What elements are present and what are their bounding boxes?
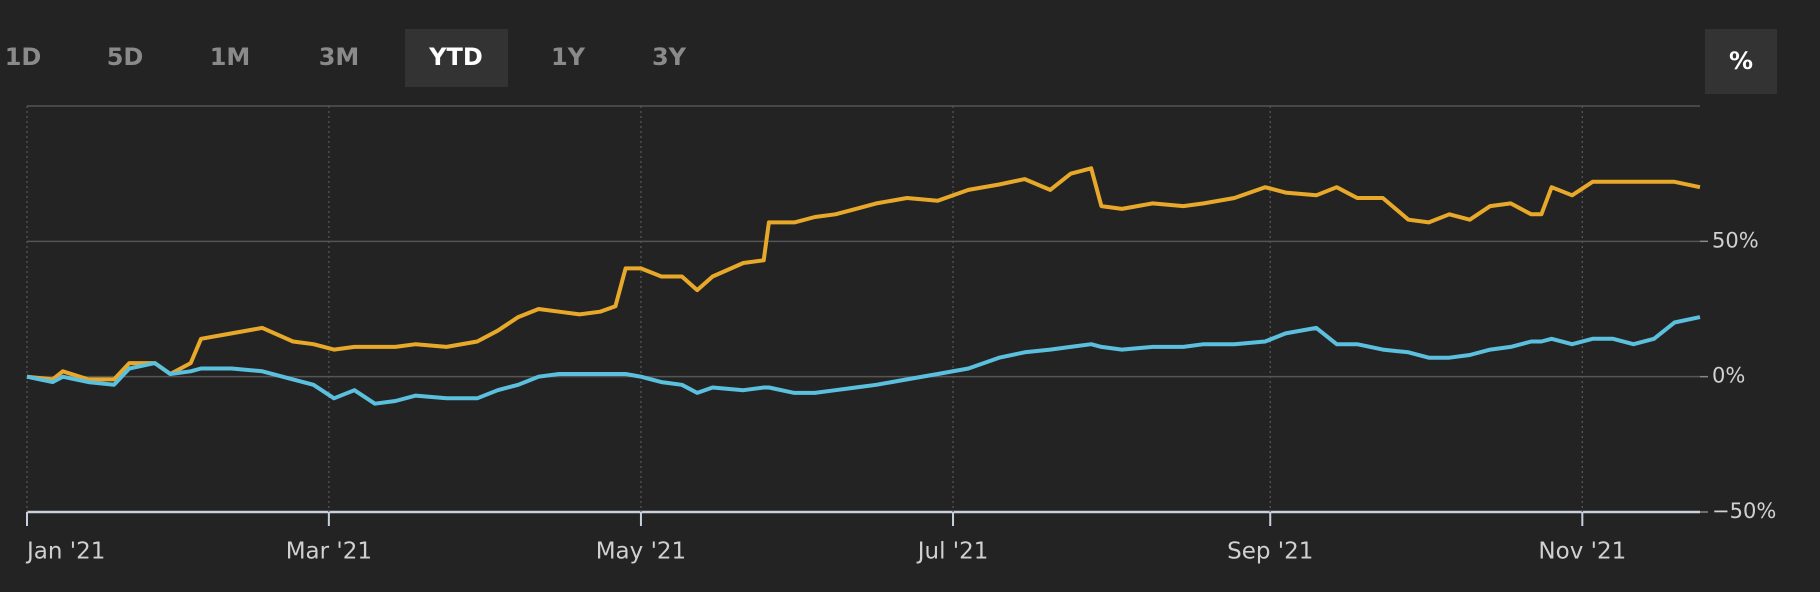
y-tick-label: 50% [1712, 228, 1759, 252]
range-button[interactable]: 1D [5, 43, 42, 71]
y-tick-label: 0% [1712, 364, 1745, 388]
series-line [26, 315, 1701, 406]
x-tick-label: Nov '21 [1538, 539, 1626, 565]
range-button-bg[interactable] [405, 29, 508, 87]
x-tick-label: Sep '21 [1227, 539, 1313, 565]
x-tick-label: Mar '21 [286, 539, 372, 565]
x-tick-label: May '21 [596, 539, 686, 565]
range-button[interactable]: 3M [319, 43, 360, 71]
percent-button-bg[interactable] [1705, 29, 1777, 94]
x-tick-label: Jan '21 [25, 539, 105, 565]
range-button[interactable]: 3Y [652, 43, 687, 71]
series-line [26, 166, 1701, 382]
range-button[interactable]: YTD [428, 43, 483, 71]
x-tick-label: Jul '21 [916, 539, 989, 565]
y-tick-label: −50% [1712, 499, 1776, 523]
range-button[interactable]: 1Y [551, 43, 586, 71]
range-button[interactable]: 1M [210, 43, 251, 71]
range-button[interactable]: 5D [107, 43, 144, 71]
percent-button[interactable]: % [1729, 47, 1753, 75]
